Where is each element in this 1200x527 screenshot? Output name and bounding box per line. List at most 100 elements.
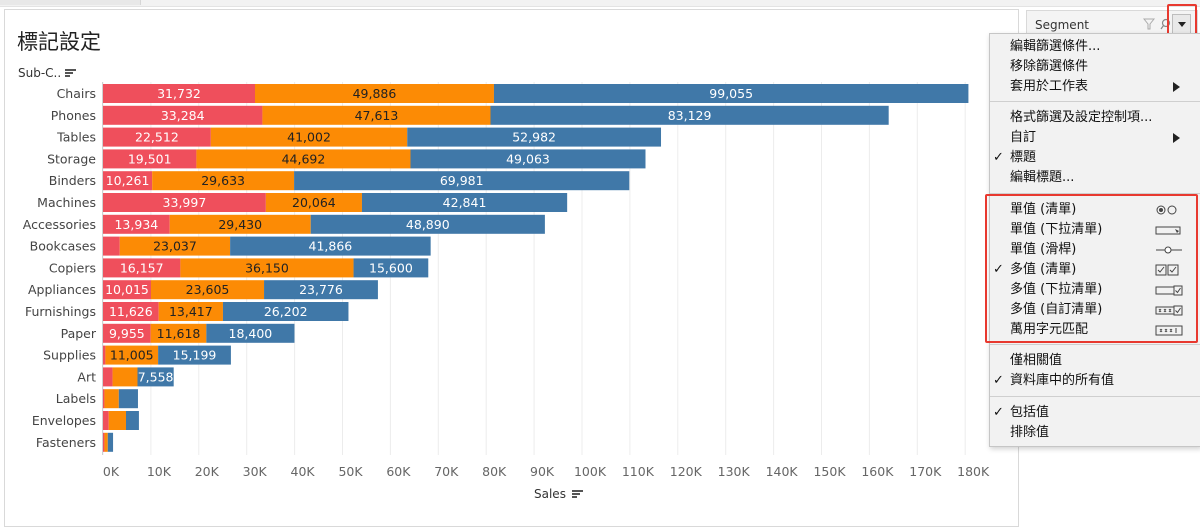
menu-item-label: 多值 (自訂清單) — [1010, 302, 1103, 317]
bar-segment — [107, 432, 114, 452]
menu-item[interactable]: 編輯篩選條件... — [990, 37, 1200, 57]
multi-dropdown-icon — [1155, 285, 1183, 296]
x-tick-label: 20K — [195, 464, 220, 479]
x-axis-title[interactable]: Sales — [534, 487, 583, 501]
category-label: Labels — [56, 391, 96, 406]
data-label: 23,776 — [299, 282, 343, 297]
bar-segment — [103, 149, 197, 169]
data-label: 18,400 — [229, 326, 273, 341]
data-label: 29,633 — [201, 173, 245, 188]
data-label: 48,890 — [406, 217, 450, 232]
category-label: Appliances — [28, 282, 96, 297]
menu-item[interactable]: 自訂 — [990, 128, 1200, 148]
bar-segment — [490, 105, 889, 125]
x-tick-label: 130K — [718, 464, 751, 479]
data-label: 11,005 — [110, 348, 154, 363]
bar-segment — [353, 258, 429, 278]
wildcard-icon — [1155, 325, 1183, 336]
menu-item[interactable]: 格式篩選及設定控制項... — [990, 108, 1200, 128]
menu-item-label: 編輯篩選條件... — [1010, 39, 1101, 54]
bar-segment — [294, 171, 630, 191]
bar-segment — [103, 389, 105, 409]
data-label: 29,430 — [218, 217, 262, 232]
bar-segment — [262, 105, 491, 125]
sheet-tab[interactable] — [0, 0, 141, 5]
bar-segment — [150, 280, 265, 300]
x-tick-label: 60K — [386, 464, 411, 479]
x-tick-label: 0K — [103, 464, 120, 479]
menu-item[interactable]: 移除篩選條件 — [990, 57, 1200, 77]
menu-item[interactable]: 多值 (下拉清單) — [990, 280, 1200, 300]
bar-segment — [210, 127, 408, 147]
x-tick-label: 30K — [243, 464, 268, 479]
filter-context-menu: 編輯篩選條件... 移除篩選條件 套用於工作表 格式篩選及設定控制項... 自訂 ✓ 標題編… — [989, 33, 1200, 447]
bar-segment — [108, 411, 126, 430]
data-label: 52,982 — [512, 130, 556, 145]
radio-list-icon — [1156, 205, 1177, 215]
bar-segment — [206, 323, 295, 343]
category-label: Binders — [49, 173, 96, 188]
x-tick-label: 80K — [482, 464, 507, 479]
category-label: Bookcases — [30, 239, 96, 254]
menu-item[interactable]: ✓ 多值 (清單) — [990, 260, 1200, 280]
menu-item[interactable]: ✓ 資料庫中的所有值 — [990, 371, 1200, 391]
data-label: 19,501 — [128, 151, 172, 166]
bar-segment — [103, 105, 263, 125]
menu-item[interactable]: 僅相關值 — [990, 351, 1200, 371]
subcategory-header-label: Sub-C.. — [18, 66, 62, 80]
bar-segment — [407, 127, 662, 147]
menu-item[interactable]: 單值 (清單) — [990, 200, 1200, 220]
bar-segment — [103, 84, 255, 103]
bar-segment — [103, 280, 151, 300]
bar-segment — [493, 84, 969, 103]
menu-item[interactable]: 萬用字元匹配 — [990, 320, 1200, 340]
funnel-icon[interactable] — [1142, 18, 1156, 30]
menu-item[interactable]: 套用於工作表 — [990, 77, 1200, 97]
menu-item[interactable]: 編輯標題... — [990, 168, 1200, 188]
data-label: 36,150 — [245, 260, 289, 275]
menu-item[interactable]: 單值 (下拉清單) — [990, 220, 1200, 240]
x-tick-label: 90K — [530, 464, 555, 479]
menu-item-label: 萬用字元匹配 — [1010, 322, 1089, 337]
menu-separator — [990, 396, 1200, 397]
bar-segment — [361, 193, 568, 212]
bar-segment — [103, 258, 181, 278]
bar-segment — [103, 236, 120, 256]
data-label: 23,605 — [186, 282, 230, 297]
menu-item-label: 單值 (滑桿) — [1010, 242, 1077, 257]
bar-segment — [105, 345, 159, 365]
bar-segment — [103, 193, 266, 212]
menu-item[interactable]: 多值 (自訂清單) — [990, 300, 1200, 320]
menu-item[interactable]: ✓ 標題 — [990, 148, 1200, 168]
category-label: Chairs — [57, 86, 96, 101]
sort-icon[interactable] — [65, 69, 77, 77]
sort-icon[interactable] — [571, 490, 583, 498]
data-label: 7,558 — [138, 369, 174, 384]
menu-item[interactable]: 排除值 — [990, 423, 1200, 443]
submenu-arrow-icon — [1173, 133, 1180, 143]
x-tick-label: 150K — [813, 464, 846, 479]
search-icon[interactable] — [1160, 18, 1171, 30]
worksheet-title: 標記設定 — [17, 30, 101, 54]
menu-item[interactable]: 單值 (滑桿) — [990, 240, 1200, 260]
menu-item-label: 包括值 — [1010, 405, 1050, 420]
bar-segment — [112, 367, 138, 387]
data-label: 15,600 — [369, 260, 413, 275]
category-label: Envelopes — [32, 413, 96, 428]
data-label: 11,626 — [109, 304, 153, 319]
filter-card-icons — [1142, 17, 1181, 34]
bar-segment — [103, 302, 159, 321]
x-tick-label: 70K — [434, 464, 459, 479]
subcategory-header[interactable]: Sub-C.. — [18, 66, 77, 80]
category-label: Tables — [56, 130, 96, 145]
custom-list-icon — [1155, 305, 1183, 316]
bar-segment — [150, 323, 207, 343]
menu-item[interactable]: ✓ 包括值 — [990, 403, 1200, 423]
data-label: 33,284 — [161, 108, 205, 123]
x-tick-label: 180K — [957, 464, 990, 479]
category-label: Furnishings — [25, 304, 96, 319]
data-label: 47,613 — [355, 108, 399, 123]
menu-item-label: 僅相關值 — [1010, 353, 1063, 368]
filter-menu-dropdown-button[interactable] — [1172, 14, 1191, 34]
menu-item-label: 多值 (清單) — [1010, 262, 1077, 277]
